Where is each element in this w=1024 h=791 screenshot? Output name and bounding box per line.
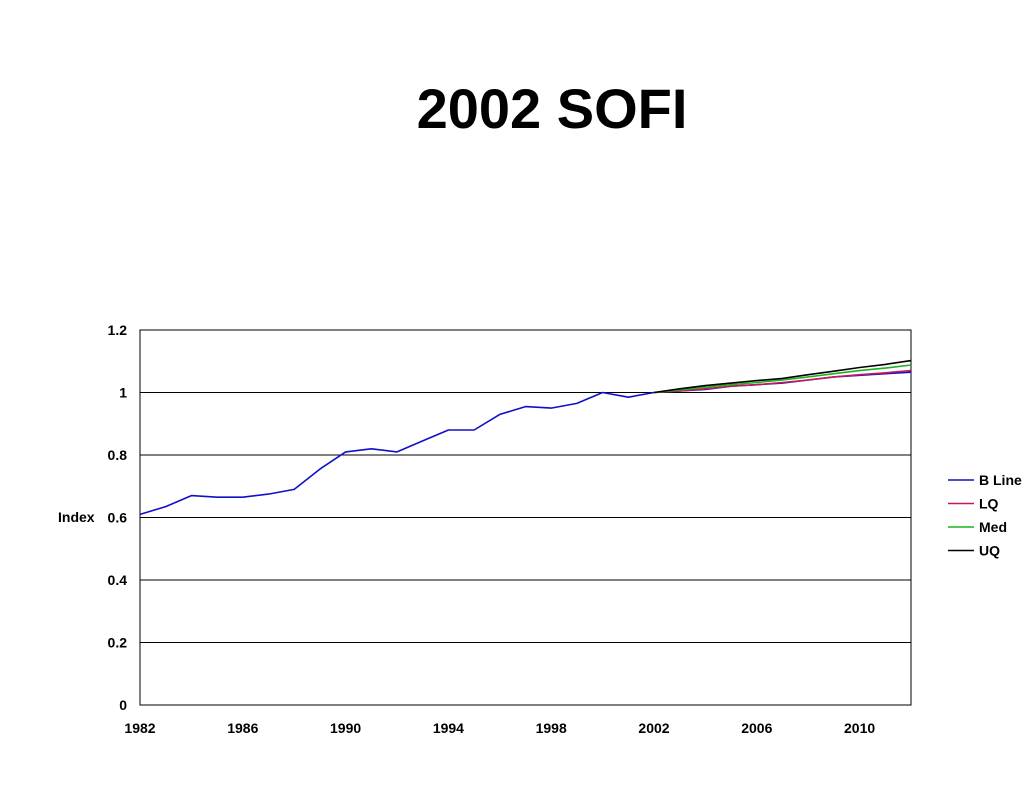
- x-tick-label: 1998: [536, 720, 567, 736]
- x-tick-label: 2010: [844, 720, 875, 736]
- legend: B Line LQ Med UQ: [948, 472, 1022, 559]
- series-line-uq: [653, 359, 912, 394]
- series-layer: [139, 359, 912, 516]
- x-tick-label: 1986: [227, 720, 258, 736]
- series-line-lq: [653, 369, 912, 394]
- x-tick-label: 1990: [330, 720, 361, 736]
- x-tick-label: 1982: [124, 720, 155, 736]
- legend-label-uq: UQ: [979, 543, 1000, 559]
- x-tick-label: 2006: [741, 720, 772, 736]
- y-axis-label: Index: [58, 509, 95, 525]
- legend-label-b-line: B Line: [979, 472, 1022, 488]
- legend-label-lq: LQ: [979, 496, 999, 512]
- y-tick-label: 1.2: [108, 322, 128, 338]
- x-tick-label: 1994: [433, 720, 464, 736]
- y-tick-label: 0.2: [108, 635, 128, 651]
- y-tick-label: 0.4: [108, 572, 128, 588]
- y-tick-label: 0.6: [108, 510, 128, 526]
- slide-title: 2002 SOFI: [416, 77, 688, 140]
- legend-label-med: Med: [979, 519, 1007, 535]
- y-axis-ticks: 0 0.2 0.4 0.6 0.8 1 1.2: [108, 322, 128, 713]
- y-tick-label: 0.8: [108, 447, 128, 463]
- x-tick-label: 2002: [638, 720, 669, 736]
- series-line-b-line: [139, 371, 912, 516]
- y-tick-label: 1: [119, 385, 127, 401]
- gridlines: [140, 392, 911, 643]
- x-axis-ticks: 1982 1986 1990 1994 1998 2002 2006 2010: [124, 720, 875, 736]
- series-line-med: [653, 364, 912, 394]
- y-tick-label: 0: [119, 697, 127, 713]
- plot-frame: [139, 329, 912, 706]
